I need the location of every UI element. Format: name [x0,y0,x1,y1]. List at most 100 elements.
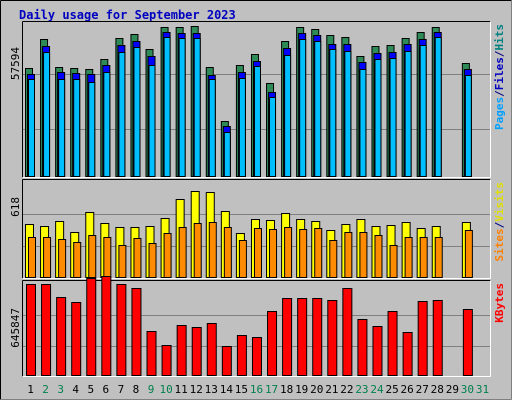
bar-sites-day-1 [28,237,36,278]
bar-pages-day-13 [208,79,216,177]
bar-kbytes-day-8 [131,288,142,376]
x-tick-label-day-3: 3 [57,383,64,396]
bar-pages-day-27 [419,45,427,177]
bar-pages-day-17 [269,97,277,177]
bar-kbytes-day-9 [146,331,157,376]
bar-sites-day-28 [434,237,443,278]
bar-pages-day-2 [43,52,51,177]
bar-kbytes-day-7 [116,284,127,376]
bar-kbytes-day-30 [462,309,473,376]
panel-middle-legend-item: / [493,221,506,228]
panel-top-legend: Pages/Files/Hits [493,24,506,130]
bar-kbytes-day-14 [221,346,232,376]
panel-middle: 618 Sites/Visits [9,179,506,279]
bar-sites-day-11 [178,227,187,278]
bar-kbytes-day-3 [56,297,67,376]
bar-pages-day-4 [73,79,81,177]
bar-sites-day-25 [389,245,398,278]
bar-sites-day-5 [88,235,97,278]
panel-top-legend-item: Files [493,57,506,90]
bar-sites-day-7 [118,245,127,278]
bar-sites-day-26 [404,237,413,278]
panel-top-legend-item: / [493,90,506,97]
x-tick-label-day-5: 5 [87,383,94,396]
bar-pages-day-14 [223,132,231,177]
bar-sites-day-19 [299,229,308,278]
x-tick-label-day-19: 19 [295,383,308,396]
bar-sites-day-30 [464,230,473,278]
bar-kbytes-day-12 [191,327,202,376]
panel-top-legend-item: Hits [493,24,506,51]
series-kbytes-bars [26,276,473,376]
x-axis-day-labels: 1 2 3 4 5 6 7 8 9 10 11 12 13 14 15 16 17 18 19 20 21 22 23 24 2… [27,383,489,396]
bar-kbytes-day-11 [176,325,187,376]
bar-pages-day-9 [148,65,156,177]
bar-kbytes-day-15 [236,335,247,376]
bar-sites-day-17 [269,229,278,278]
bar-kbytes-day-20 [312,298,323,376]
bar-sites-day-3 [58,239,67,278]
x-tick-label-day-21: 21 [325,383,338,396]
bar-kbytes-day-26 [402,332,413,376]
bar-kbytes-day-24 [372,326,383,376]
bar-pages-day-28 [434,37,442,177]
bar-sites-day-10 [163,233,172,278]
series-pages-bars [28,37,472,177]
bar-kbytes-day-4 [71,302,82,376]
panel-bottom: 645847 KBytes [9,276,506,377]
bar-sites-day-14 [223,227,232,278]
bar-sites-day-24 [374,235,383,278]
bar-pages-day-21 [329,49,337,177]
x-tick-label-day-14: 14 [220,383,234,396]
bar-pages-day-30 [464,75,472,177]
bar-kbytes-day-28 [432,300,443,376]
bar-pages-day-12 [193,38,201,177]
bar-kbytes-day-27 [417,301,428,376]
x-tick-label-day-6: 6 [103,383,110,396]
bar-sites-day-21 [329,240,338,278]
x-tick-label-day-22: 22 [340,383,353,396]
bar-sites-day-15 [238,240,247,278]
x-tick-label-day-28: 28 [431,383,444,396]
panel-middle-legend: Sites/Visits [493,182,506,262]
bar-sites-day-20 [314,228,323,278]
bar-sites-day-4 [73,242,82,278]
bar-pages-day-23 [359,69,367,177]
bar-kbytes-day-19 [297,298,308,376]
bar-sites-day-16 [253,228,262,278]
x-tick-label-day-20: 20 [310,383,323,396]
bar-sites-day-18 [284,227,293,278]
x-tick-label-day-9: 9 [148,383,155,396]
x-tick-label-day-25: 25 [385,383,398,396]
panel-bottom-legend-item: KBytes [493,283,506,323]
bar-kbytes-day-10 [161,345,172,376]
panel-top-legend-item: / [493,50,506,57]
bar-pages-day-19 [299,39,307,177]
chart-panels: 57594Pages/Files/Hits618Sites/Visits6458… [9,21,506,377]
panel-top-legend-item: Pages [493,97,506,130]
panel-middle-max-label: 618 [9,197,22,217]
x-tick-label-day-11: 11 [175,383,188,396]
bar-kbytes-day-1 [26,284,36,376]
x-tick-label-day-16: 16 [250,383,263,396]
bar-sites-day-8 [133,238,142,278]
bar-kbytes-day-2 [41,284,52,376]
bar-pages-day-11 [178,38,186,177]
bar-pages-day-15 [238,78,246,177]
panel-bottom-max-label: 645847 [9,308,22,348]
bar-sites-day-2 [43,237,52,278]
bar-kbytes-day-18 [282,298,293,376]
bar-kbytes-day-21 [327,300,338,376]
bar-pages-day-26 [404,51,412,177]
panel-middle-legend-item: Visits [493,182,506,222]
x-tick-label-day-27: 27 [416,383,429,396]
bar-pages-day-5 [88,82,96,177]
panel-top-max-label: 57594 [9,47,22,80]
bar-pages-day-8 [133,47,141,177]
bar-sites-day-6 [103,237,112,278]
x-tick-label-day-12: 12 [190,383,203,396]
bar-kbytes-day-13 [206,323,217,376]
bar-pages-day-6 [103,72,111,177]
